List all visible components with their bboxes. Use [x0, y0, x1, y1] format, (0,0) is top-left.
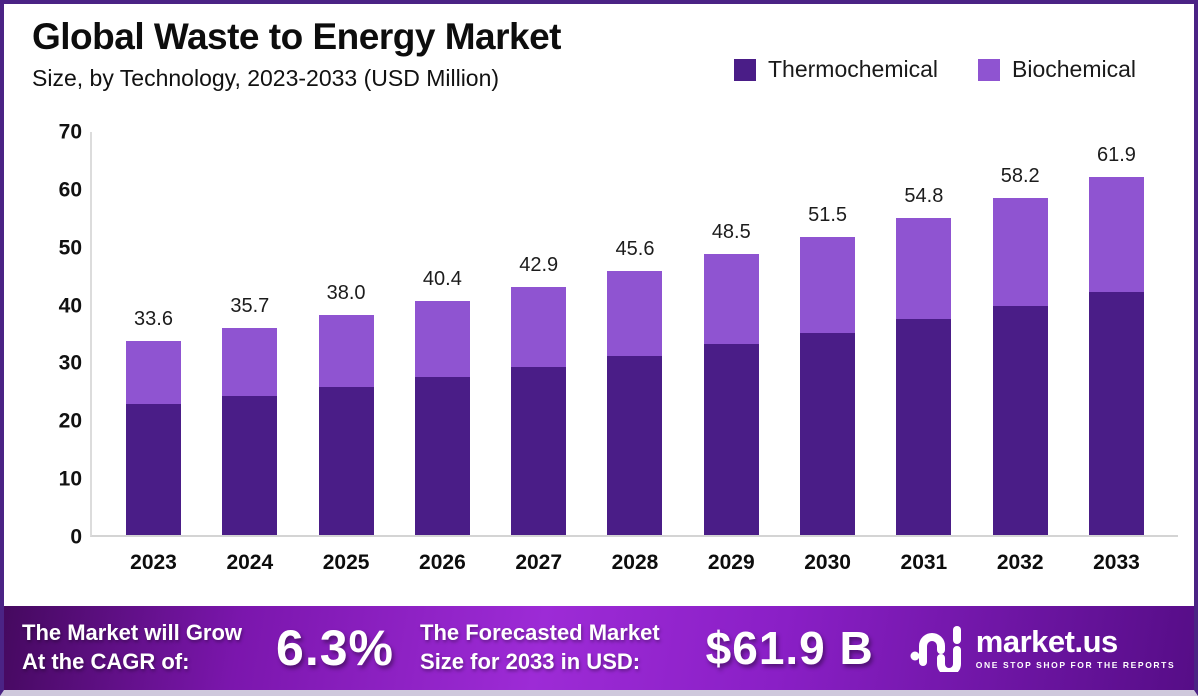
x-axis-label: 2023 — [130, 551, 177, 574]
bar-segment-biochemical — [126, 340, 181, 405]
y-tick-label: 20 — [58, 409, 82, 433]
bar-group: 35.7 2024 — [222, 295, 278, 574]
y-tick-label: 60 — [58, 178, 82, 202]
bar-segment-thermochemical — [1088, 292, 1144, 535]
cagr-banner: The Market will Grow At the CAGR of: 6.3… — [4, 606, 1194, 690]
bar-group: 33.6 2023 — [126, 308, 181, 574]
y-axis: 0 10 20 30 40 50 60 70 — [32, 122, 82, 548]
bar-total-label: 58.2 — [1000, 165, 1040, 188]
bar-group: 48.5 2029 — [703, 221, 759, 574]
y-tick-label: 40 — [58, 294, 82, 318]
bar-total-label: 42.9 — [519, 253, 559, 276]
cagr-label: The Market will Grow At the CAGR of: — [22, 619, 242, 676]
y-tick-label: 70 — [58, 120, 82, 144]
bar-total-label: 40.4 — [422, 268, 462, 291]
y-tick-label: 10 — [58, 467, 82, 491]
forecast-label-line2: Size for 2033 in USD: — [420, 649, 641, 674]
legend-swatch-icon — [734, 58, 756, 81]
bar-segment-biochemical — [1088, 176, 1144, 292]
bar-segment-biochemical — [414, 301, 470, 378]
forecast-label: The Forecasted Market Size for 2033 in U… — [420, 619, 660, 676]
plot-area: 33.6 2023 35.7 2024 38.0 2025 40.4 2026 42.9 2027… — [90, 132, 1178, 574]
bar-total-label: 35.7 — [230, 295, 270, 318]
x-axis-label: 2027 — [515, 551, 563, 574]
marketus-logo-icon — [910, 620, 966, 677]
legend-swatch-icon — [978, 58, 1000, 81]
bar-segment-thermochemical — [607, 355, 663, 535]
bar-segment-biochemical — [703, 254, 759, 345]
bar-segment-thermochemical — [318, 386, 374, 535]
y-tick-label: 30 — [58, 351, 82, 375]
cagr-label-line1: The Market will Grow — [22, 620, 243, 646]
bar-segment-biochemical — [896, 217, 952, 320]
bar-segment-biochemical — [318, 315, 374, 387]
bar-segment-biochemical — [992, 198, 1048, 306]
bar-group: 61.9 2033 — [1088, 144, 1144, 574]
bar-group: 51.5 2030 — [800, 204, 856, 574]
legend-label: Biochemical — [1012, 56, 1136, 82]
bar-segment-biochemical — [511, 286, 567, 368]
bar-segment-biochemical — [607, 271, 663, 356]
marketus-logo-tagline: ONE STOP SHOP FOR THE REPORTS — [975, 660, 1176, 670]
bar-segment-thermochemical — [126, 404, 181, 535]
bar-segment-biochemical — [222, 328, 278, 396]
chart-header: Global Waste to Energy Market Size, by T… — [32, 16, 561, 92]
bar-segment-thermochemical — [414, 377, 470, 535]
bar-total-label: 38.0 — [326, 282, 366, 305]
legend: Thermochemical Biochemical — [734, 56, 1136, 83]
bar-group: 42.9 2027 — [511, 254, 567, 574]
page-title: Global Waste to Energy Market — [32, 16, 561, 57]
plot-bars: 33.6 2023 35.7 2024 38.0 2025 40.4 2026 42.9 2027… — [92, 132, 1178, 574]
x-axis-label: 2028 — [611, 551, 659, 574]
bar-segment-biochemical — [800, 237, 856, 333]
x-axis-label: 2032 — [996, 551, 1044, 574]
bar-total-label: 33.6 — [134, 307, 173, 330]
forecast-value: $61.9 B — [705, 622, 874, 674]
x-axis-label: 2025 — [322, 551, 370, 574]
bar-group: 40.4 2026 — [414, 268, 470, 574]
bar-segment-thermochemical — [992, 305, 1048, 535]
marketus-logo-text-wrap: market.us ONE STOP SHOP FOR THE REPORTS — [976, 626, 1175, 670]
marketus-logo-text: market.us — [975, 624, 1118, 659]
x-axis-label: 2029 — [707, 551, 755, 574]
bar-segment-thermochemical — [703, 344, 759, 535]
bar-group: 58.2 2032 — [992, 165, 1048, 574]
bar-segment-thermochemical — [800, 332, 856, 535]
x-axis-label: 2030 — [804, 551, 851, 574]
bar-segment-thermochemical — [896, 319, 952, 535]
marketus-logo: market.us ONE STOP SHOP FOR THE REPORTS — [910, 620, 1175, 677]
legend-item-thermochemical: Thermochemical — [734, 56, 938, 83]
cagr-label-line2: At the CAGR of: — [22, 649, 190, 674]
x-axis-label: 2024 — [226, 551, 274, 574]
bar-total-label: 48.5 — [711, 221, 751, 244]
legend-item-biochemical: Biochemical — [978, 56, 1136, 83]
bar-group: 45.6 2028 — [607, 238, 663, 574]
x-axis-label: 2026 — [419, 551, 466, 574]
x-axis-label: 2031 — [900, 551, 948, 574]
bar-segment-thermochemical — [222, 395, 278, 535]
bar-total-label: 54.8 — [904, 184, 944, 207]
bar-total-label: 45.6 — [615, 238, 655, 261]
chart-subtitle: Size, by Technology, 2023-2033 (USD Mill… — [32, 64, 500, 91]
y-tick-label: 0 — [70, 525, 82, 549]
x-axis-label: 2033 — [1093, 551, 1140, 574]
forecast-label-line1: The Forecasted Market — [420, 620, 660, 646]
bar-group: 38.0 2025 — [318, 282, 374, 574]
cagr-value: 6.3% — [276, 620, 395, 676]
bar-total-label: 51.5 — [808, 204, 848, 226]
bar-group: 54.8 2031 — [896, 185, 952, 574]
bar-chart: 0 10 20 30 40 50 60 70 33.6 2023 35.7 2024 38.0 2025… — [32, 122, 1178, 592]
y-tick-label: 50 — [58, 236, 82, 260]
bar-segment-thermochemical — [511, 367, 567, 535]
legend-label: Thermochemical — [768, 56, 938, 82]
bar-total-label: 61.9 — [1097, 143, 1136, 166]
